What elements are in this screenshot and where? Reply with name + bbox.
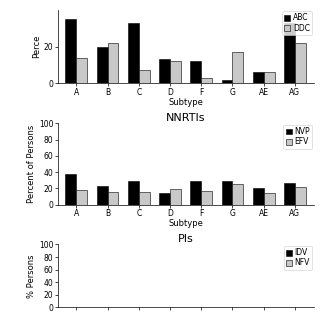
Bar	[295, 43, 306, 84]
X-axis label: Subtype: Subtype	[168, 98, 203, 107]
Bar	[264, 72, 275, 84]
Y-axis label: Perce: Perce	[32, 35, 41, 58]
Bar	[253, 72, 264, 84]
Bar	[76, 190, 87, 204]
Bar	[190, 181, 201, 204]
Bar	[159, 193, 170, 204]
Bar	[190, 61, 201, 84]
Bar	[97, 186, 108, 204]
Y-axis label: % Persons: % Persons	[27, 254, 36, 298]
Bar	[221, 181, 232, 204]
Legend: ABC, DDC: ABC, DDC	[282, 11, 312, 35]
Bar	[170, 189, 181, 204]
Legend: IDV, NFV: IDV, NFV	[284, 246, 312, 270]
Bar	[201, 78, 212, 84]
Bar	[221, 80, 232, 84]
Bar	[295, 187, 306, 204]
Bar	[232, 184, 243, 204]
Bar	[159, 60, 170, 84]
Bar	[76, 58, 87, 84]
X-axis label: Subtype: Subtype	[168, 219, 203, 228]
Bar	[128, 181, 139, 204]
Bar	[232, 52, 243, 84]
Bar	[139, 70, 150, 84]
Bar	[264, 193, 275, 204]
Bar	[128, 22, 139, 84]
Bar	[65, 19, 76, 84]
Bar	[170, 61, 181, 84]
Bar	[65, 174, 76, 204]
Legend: NVP, EFV: NVP, EFV	[284, 125, 312, 148]
Bar	[108, 43, 118, 84]
Bar	[201, 191, 212, 204]
Title: NNRTIs: NNRTIs	[166, 113, 205, 123]
Bar	[253, 188, 264, 204]
Bar	[284, 22, 295, 84]
Title: PIs: PIs	[178, 234, 194, 244]
Bar	[97, 46, 108, 84]
Bar	[139, 192, 150, 204]
Y-axis label: Percent of Persons: Percent of Persons	[27, 125, 36, 203]
Bar	[284, 183, 295, 204]
Bar	[108, 192, 118, 204]
